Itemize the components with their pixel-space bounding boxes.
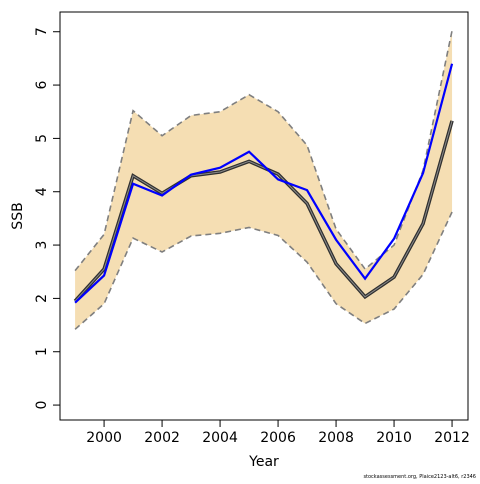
y-tick-label: 2: [34, 294, 50, 303]
y-tick-label: 1: [34, 347, 50, 356]
y-tick-label: 4: [34, 187, 50, 196]
y-tick-label: 5: [34, 134, 50, 143]
x-tick-label: 2004: [202, 430, 238, 446]
confidence-band: [75, 30, 453, 330]
y-tick-label: 3: [34, 241, 50, 250]
x-tick-label: 2002: [144, 430, 180, 446]
y-axis-label: SSB: [10, 202, 26, 229]
x-tick-label: 2012: [434, 430, 470, 446]
x-tick-label: 2006: [260, 430, 296, 446]
plot-frame: [59, 11, 469, 421]
footnote: stockassessment.org, Plaice2123-alt6, r2…: [363, 474, 476, 480]
x-tick-label: 2010: [376, 430, 412, 446]
x-axis-label: Year: [248, 454, 279, 470]
x-tick-label: 2008: [318, 430, 354, 446]
band-lower-line: [74, 211, 453, 330]
y-tick-label: 0: [34, 401, 50, 410]
series-line-inner: [74, 120, 453, 302]
series-line: [74, 63, 454, 304]
x-tick-label: 2000: [86, 430, 122, 446]
y-tick-label: 7: [34, 27, 50, 36]
y-tick-label: 6: [34, 81, 50, 90]
